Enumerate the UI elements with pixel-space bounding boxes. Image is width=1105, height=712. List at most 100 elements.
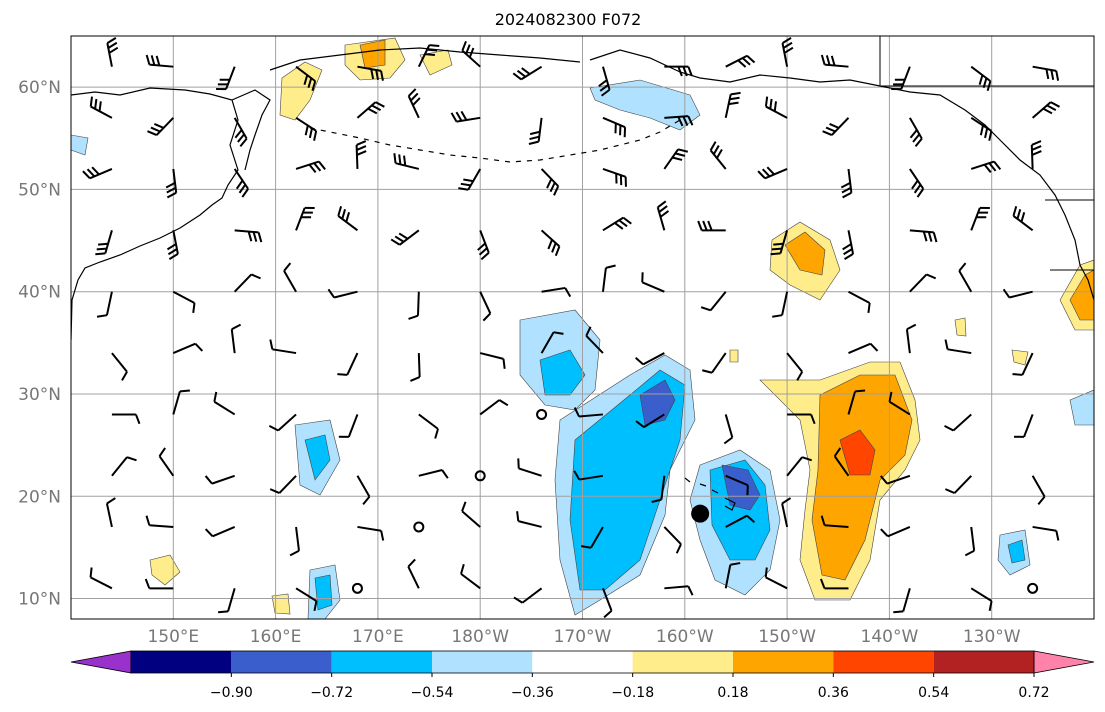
wind-barb <box>346 352 359 376</box>
wind-barb <box>602 587 613 612</box>
wind-barb-feather <box>410 92 419 102</box>
wind-barb-feather <box>723 436 733 445</box>
wind-barb <box>765 576 788 590</box>
anomaly-region <box>639 379 676 426</box>
wind-barb-feather <box>737 59 747 68</box>
wind-barb-feather <box>1012 206 1018 217</box>
wind-barb-feather <box>1012 373 1023 376</box>
colorbar-frame <box>130 650 1035 674</box>
wind-barb <box>418 413 439 430</box>
wind-barb-feather <box>982 77 988 88</box>
wind-barb <box>781 503 789 528</box>
wind-barb-feather <box>218 610 229 614</box>
wind-barb-feather <box>356 145 367 151</box>
latitude-label: 20°N <box>18 487 61 507</box>
wind-barb <box>518 520 542 528</box>
colorbar-segment <box>632 651 733 673</box>
wind-barb <box>579 474 604 481</box>
wind-barb-feather <box>166 186 177 194</box>
wind-barb-feather <box>480 251 490 261</box>
anomaly-region <box>149 554 181 586</box>
anomaly-region <box>784 231 826 276</box>
wind-barb-feather <box>614 222 624 230</box>
canada-border <box>879 36 1094 87</box>
anomaly-region <box>729 349 739 363</box>
wind-barb-feather <box>337 373 348 376</box>
wind-barb-feather <box>269 488 280 494</box>
wind-barb <box>479 291 492 314</box>
wind-barb-feather <box>922 231 928 242</box>
longitude-label: 140°W <box>861 627 919 647</box>
wind-barb-feather <box>1002 288 1011 299</box>
longitude-label: 130°W <box>963 627 1021 647</box>
latitude-label: 10°N <box>18 590 61 610</box>
wind-barb-feather <box>521 67 531 75</box>
wind-barb <box>149 63 174 68</box>
wind-barb-feather <box>337 206 343 217</box>
wind-barb <box>233 168 249 190</box>
wind-barb-feather <box>769 98 773 110</box>
wind-barb-feather <box>573 407 580 417</box>
wind-barb-feather <box>424 53 436 57</box>
wind-barb-feather <box>204 475 213 485</box>
anomaly-region <box>419 49 453 76</box>
wind-barb-feather <box>728 101 739 106</box>
wind-barb <box>602 168 626 178</box>
wind-barb <box>225 66 236 90</box>
wind-barb-feather <box>375 69 380 80</box>
wind-barb <box>1031 475 1046 498</box>
wind-barb-feather <box>482 312 492 322</box>
wind-barb-feather <box>622 216 632 225</box>
wind-barb-feather <box>250 273 261 280</box>
wind-barb-feather <box>516 511 520 522</box>
wind-barb-feather <box>781 37 792 44</box>
wind-barb-feather <box>412 97 421 106</box>
wind-barb <box>824 524 849 528</box>
wind-barb-feather <box>944 425 954 432</box>
wind-barb-feather <box>234 129 243 139</box>
wind-barb-feather <box>944 488 955 494</box>
wind-barb-feather <box>657 200 667 209</box>
wind-barb <box>278 475 297 494</box>
calm-wind-marker <box>351 582 363 594</box>
wind-barb <box>104 230 113 254</box>
wind-barb <box>537 117 543 142</box>
wind-barb <box>958 270 973 293</box>
longitude-label: 180°W <box>451 627 509 647</box>
alaska-coast <box>589 49 1094 301</box>
wind-barb <box>272 348 297 355</box>
anomaly-region <box>539 349 586 396</box>
wind-barb-feather <box>460 563 465 575</box>
wind-barb-feather <box>303 74 309 85</box>
wind-barb-feather <box>126 456 137 462</box>
wind-barb-feather <box>375 101 385 108</box>
wind-barb-feather <box>553 331 564 335</box>
wind-barb-feather <box>308 127 313 139</box>
wind-barb-feather <box>712 145 720 155</box>
wind-barb-feather <box>820 515 826 526</box>
wind-barb <box>1032 65 1057 72</box>
wind-barb <box>888 400 911 416</box>
wind-barb-feather <box>841 186 852 194</box>
wind-barb-feather <box>393 153 397 164</box>
wind-barb-feather <box>179 389 190 393</box>
wind-barb <box>1009 290 1033 299</box>
wind-barb-feather <box>986 80 992 92</box>
wind-barb-feather <box>194 343 204 352</box>
wind-barb-feather <box>380 530 385 541</box>
figure-title: 2024082300 F072 <box>495 10 642 29</box>
wind-barb-feather <box>403 155 407 166</box>
colorbar-segment <box>532 651 633 673</box>
wind-barb-feather <box>429 44 440 48</box>
latitude-label: 30°N <box>18 385 61 405</box>
wind-barb-feather <box>134 414 141 425</box>
wind-barb <box>660 475 666 500</box>
wind-barb-feather <box>247 231 253 242</box>
wind-barb-feather <box>880 528 889 538</box>
wind-barb-feather <box>702 369 713 374</box>
wind-barb <box>833 455 850 477</box>
wind-barb-feather <box>810 414 816 425</box>
wind-barb-feather <box>709 141 717 151</box>
wind-barb <box>641 281 665 293</box>
